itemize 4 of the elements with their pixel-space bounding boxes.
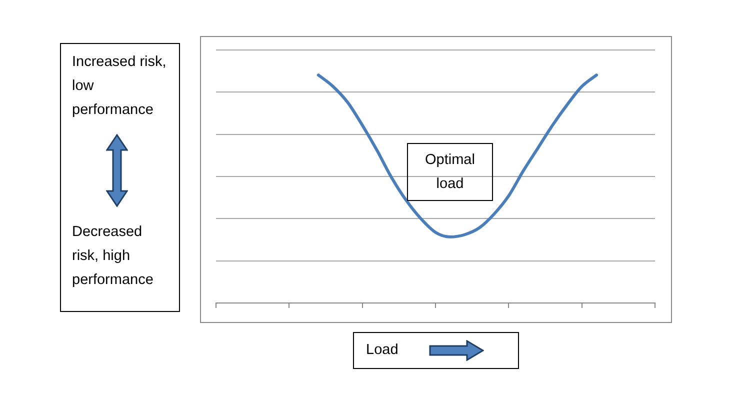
text: Decreased risk, high performance <box>72 223 154 290</box>
x-axis-title: Load <box>366 341 398 360</box>
annotation: Optimal load <box>424 151 476 194</box>
text: Increased risk, low performance <box>72 53 168 120</box>
